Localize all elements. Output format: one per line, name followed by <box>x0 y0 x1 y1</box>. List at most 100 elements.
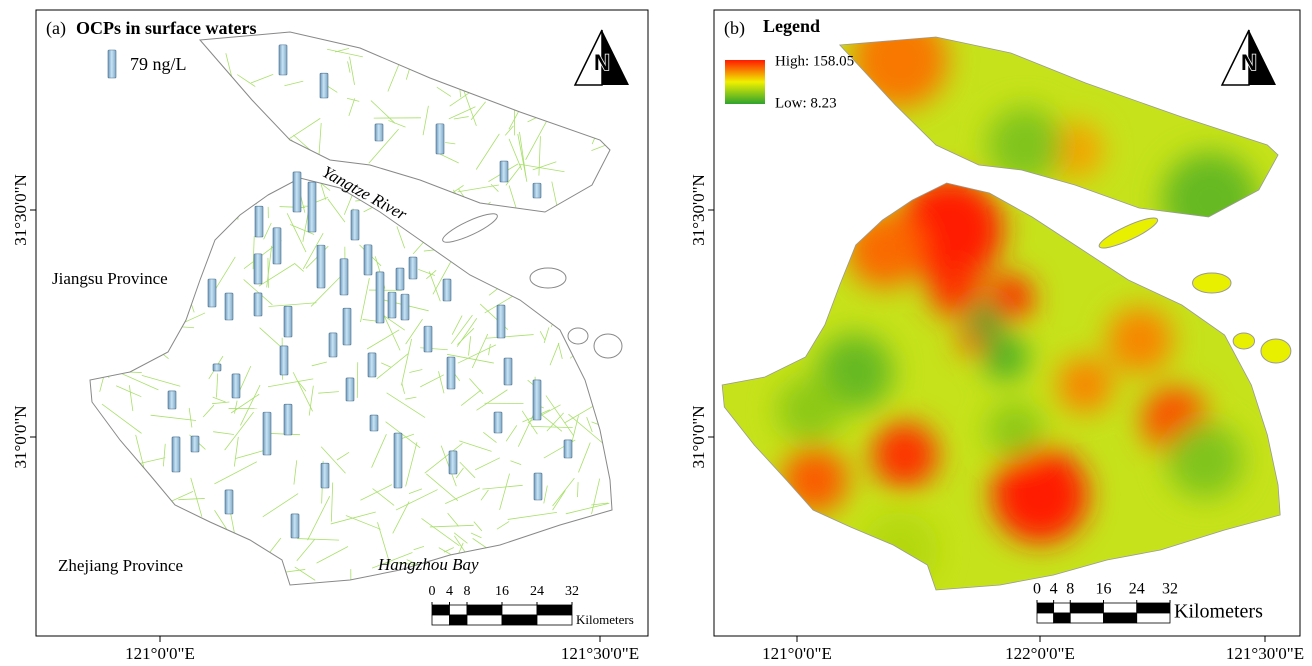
road <box>225 412 254 450</box>
river-label: Yangtze River <box>319 162 410 224</box>
station-bar <box>225 490 233 514</box>
islet-outline <box>568 328 588 344</box>
road <box>476 134 499 170</box>
islet-outline <box>530 268 566 288</box>
road <box>388 49 405 91</box>
road <box>411 226 442 244</box>
scale-unit: Kilometers <box>1174 601 1263 623</box>
scale-segment <box>1104 603 1137 613</box>
hotspot <box>872 422 938 488</box>
road <box>350 57 355 85</box>
station-bar <box>375 124 383 141</box>
road <box>178 498 204 499</box>
hotspot <box>992 447 1088 543</box>
road <box>409 369 422 372</box>
road <box>518 413 534 447</box>
road <box>163 444 165 467</box>
scale-segment <box>537 605 572 615</box>
road <box>100 498 108 542</box>
road <box>294 263 303 271</box>
road <box>402 383 405 394</box>
hotspot <box>852 12 948 108</box>
scale-label: 4 <box>1050 581 1058 598</box>
road <box>371 101 395 124</box>
road <box>85 461 109 491</box>
road <box>152 126 198 141</box>
scale-segment <box>1037 613 1054 623</box>
road <box>235 575 274 583</box>
station-bar <box>172 437 180 472</box>
road <box>318 392 339 394</box>
road <box>311 277 340 306</box>
scale-label: 32 <box>1162 581 1178 598</box>
road <box>118 74 148 113</box>
road <box>251 192 256 204</box>
road <box>587 252 614 279</box>
road <box>547 413 564 431</box>
road <box>284 145 288 178</box>
road <box>518 134 527 182</box>
road <box>108 469 123 479</box>
road <box>461 390 481 406</box>
road <box>431 206 454 236</box>
road <box>604 273 624 289</box>
road <box>410 55 448 57</box>
scale-segment <box>1070 603 1103 613</box>
road <box>80 322 81 334</box>
road <box>139 489 162 499</box>
road <box>187 166 193 193</box>
road <box>558 343 562 359</box>
road <box>53 492 88 523</box>
road <box>500 41 530 77</box>
station-bar <box>340 259 348 295</box>
road <box>429 271 440 301</box>
road <box>145 80 146 92</box>
road <box>99 346 128 364</box>
road <box>474 522 482 531</box>
road <box>540 331 545 340</box>
road <box>308 496 330 540</box>
road <box>367 330 399 349</box>
road <box>347 98 359 101</box>
road <box>589 267 617 291</box>
road <box>234 437 238 467</box>
panel-label: (b) <box>724 18 745 39</box>
road <box>96 452 110 472</box>
station-bar <box>346 378 354 401</box>
road <box>465 202 490 226</box>
road <box>458 345 496 363</box>
road <box>445 488 480 504</box>
road <box>136 435 146 477</box>
road <box>171 233 198 269</box>
road <box>282 118 320 143</box>
road <box>472 334 487 368</box>
road <box>440 154 459 163</box>
scale-segment <box>502 615 537 625</box>
road <box>216 374 217 398</box>
north-label: N <box>594 50 610 75</box>
station-bar <box>329 333 337 357</box>
road <box>476 390 507 411</box>
road <box>56 441 106 442</box>
road <box>106 521 154 527</box>
road <box>406 442 417 486</box>
road <box>327 86 337 92</box>
station-bar <box>317 245 325 288</box>
road <box>135 458 165 465</box>
road <box>164 572 181 600</box>
road <box>122 258 138 262</box>
road <box>149 298 179 299</box>
road <box>99 84 125 89</box>
panel-title: Legend <box>763 16 820 36</box>
road <box>191 478 202 517</box>
road <box>102 404 142 433</box>
road <box>331 512 376 524</box>
station-bar <box>291 514 299 538</box>
road <box>610 218 611 235</box>
road <box>383 314 400 351</box>
station-bar <box>293 172 301 212</box>
road <box>500 474 510 510</box>
road <box>85 151 87 162</box>
road <box>141 95 190 98</box>
hotspot <box>967 302 1003 338</box>
